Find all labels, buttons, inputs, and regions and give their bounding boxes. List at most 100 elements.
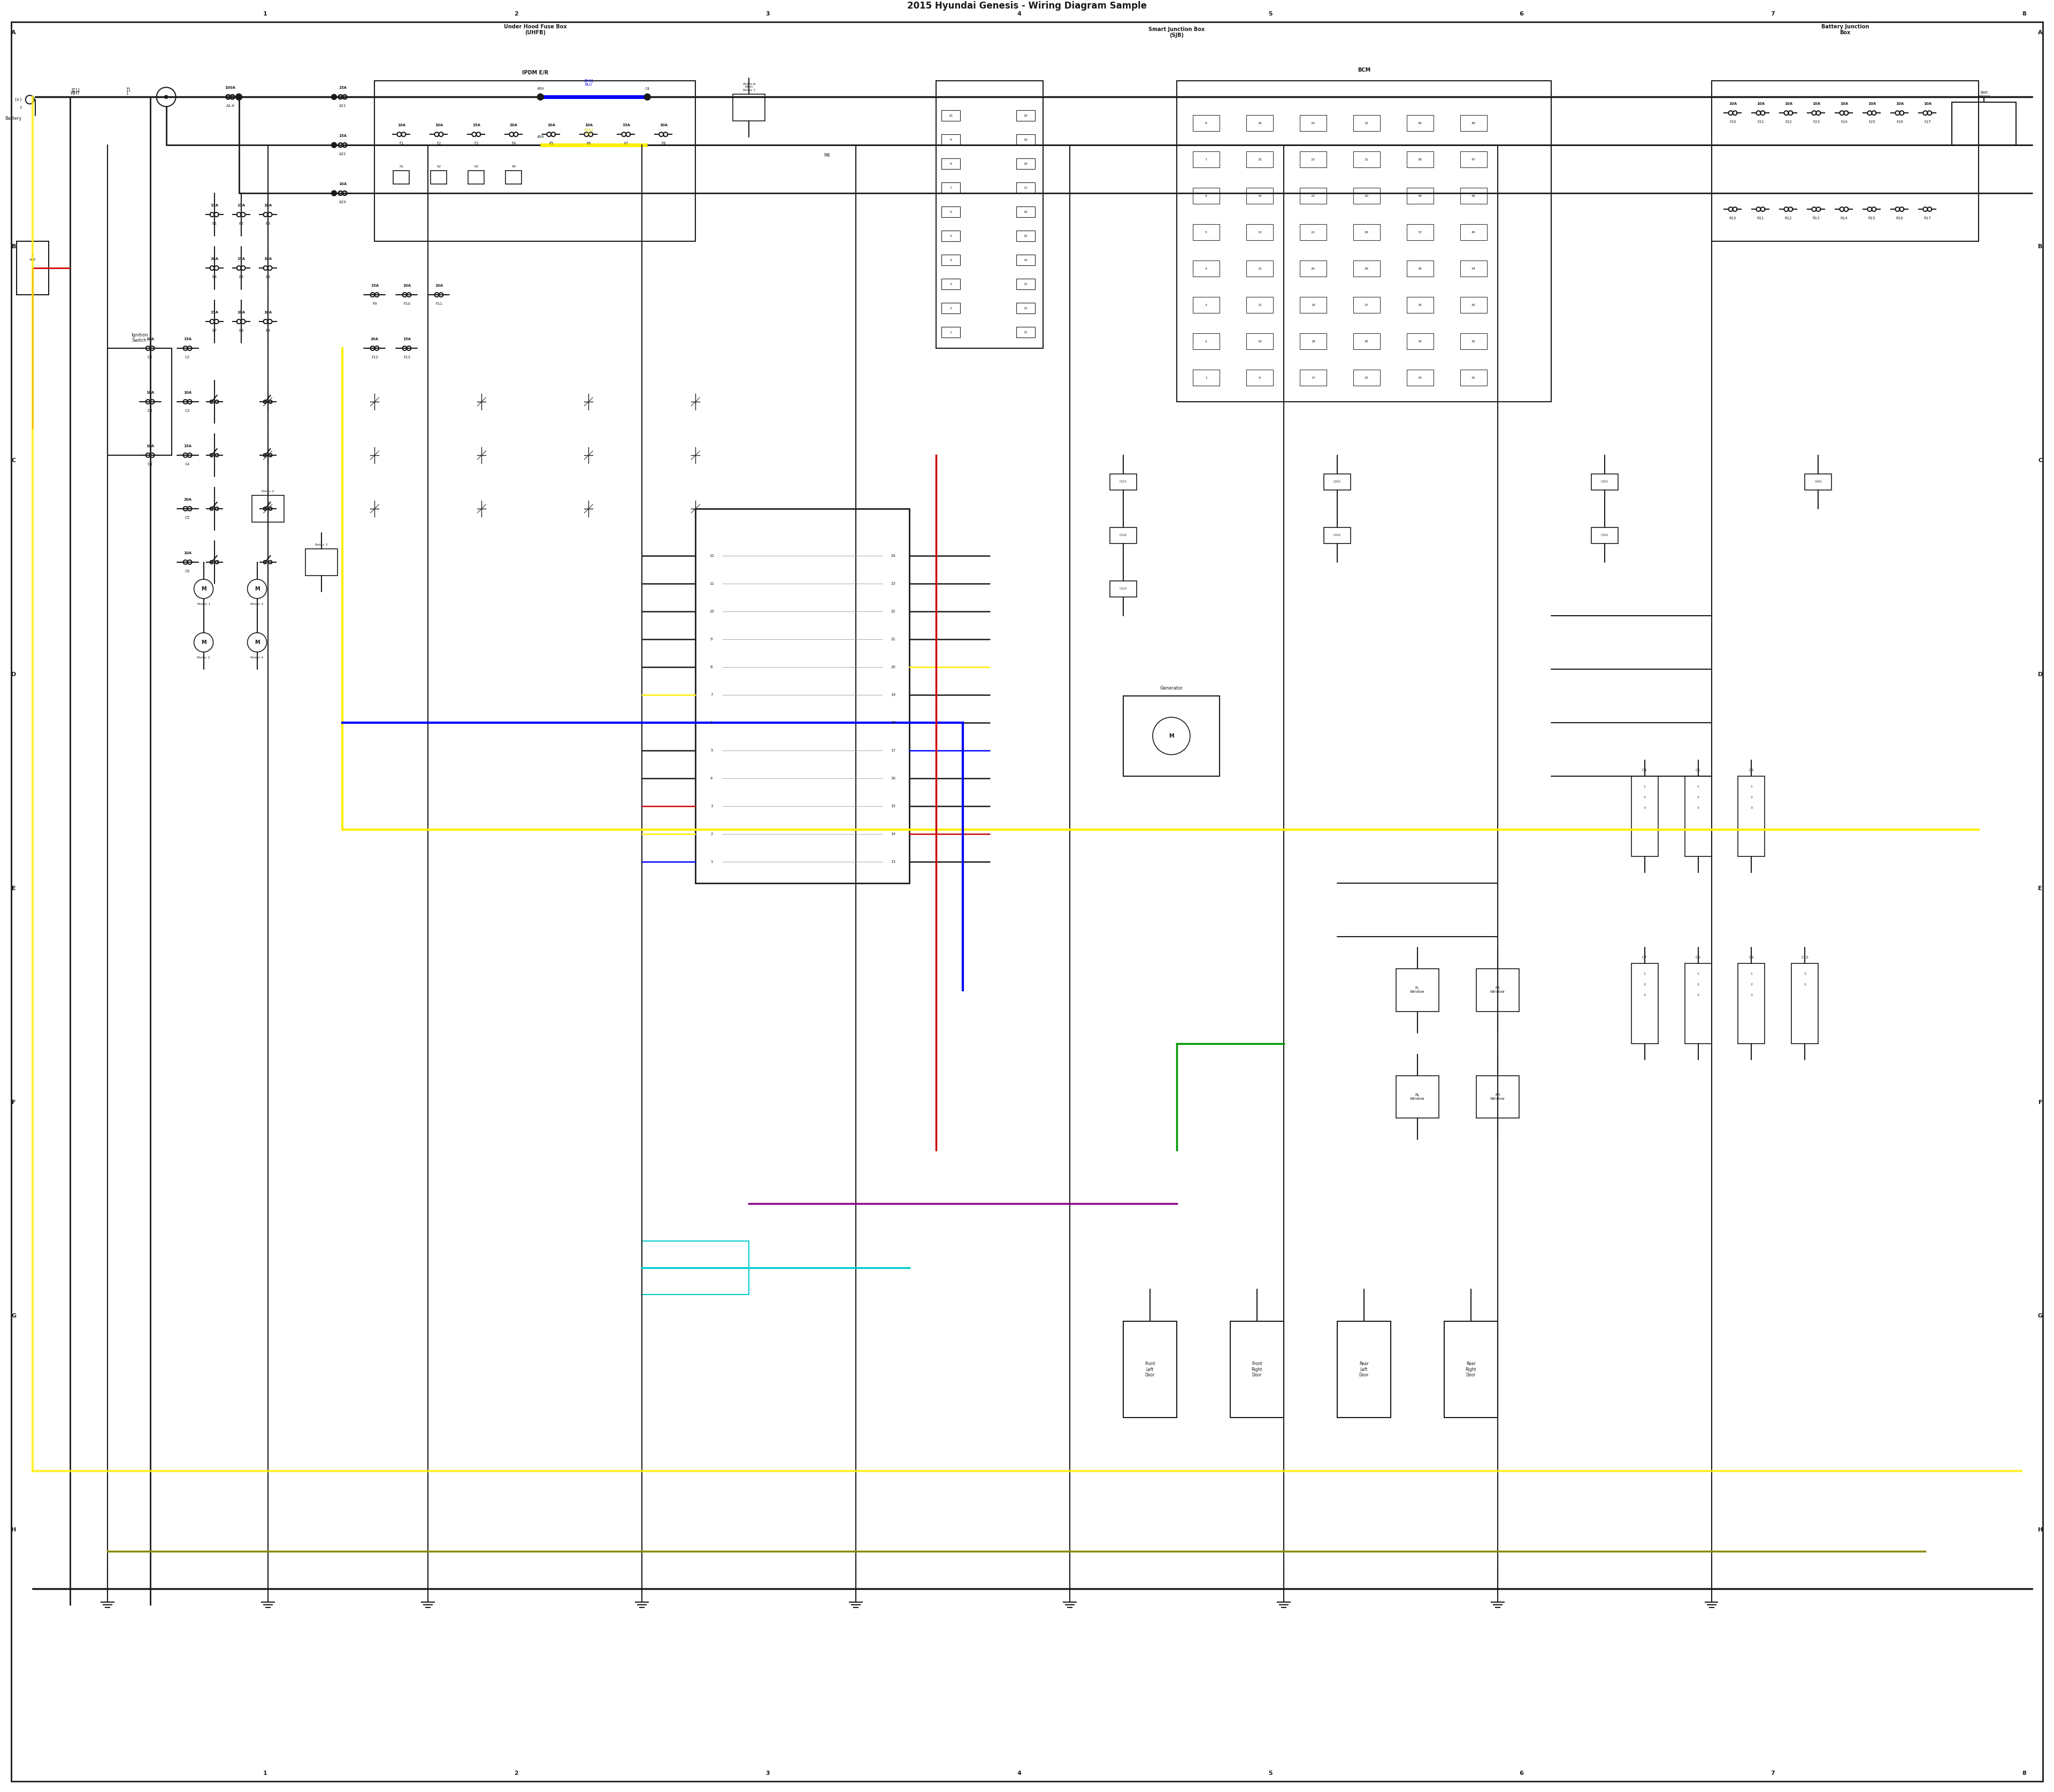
Bar [1631,962,1658,1043]
Text: C5: C5 [1697,769,1701,772]
Text: 1: 1 [18,106,23,109]
Text: 1: 1 [1697,973,1699,975]
Text: M4: M4 [824,152,830,158]
Text: 34: 34 [1417,340,1421,342]
Text: Front
Right
Door: Front Right Door [1251,1362,1263,1378]
Text: 3: 3 [1643,995,1645,996]
Text: R13: R13 [1812,217,1820,220]
Bar [1017,158,1035,168]
Bar [1477,968,1518,1011]
Bar [1407,188,1434,204]
Text: D3: D3 [148,409,152,412]
Text: [B4J]
BLU: [B4J] BLU [583,79,594,86]
Bar [1247,115,1273,131]
Bar [1354,297,1380,314]
Text: C9: C9 [1750,955,1754,959]
Bar [1247,188,1273,204]
Text: F1: F1 [398,142,405,145]
Text: D4: D4 [148,462,152,466]
Circle shape [331,142,337,147]
Text: 40: 40 [1417,122,1421,124]
Text: C: C [12,459,16,462]
Text: T1: T1 [125,88,131,93]
Text: A21: A21 [339,104,347,108]
Text: 499: 499 [536,136,544,138]
Text: C4: C4 [185,462,189,466]
Text: 44: 44 [1471,267,1475,271]
Bar [1300,333,1327,349]
Text: 18: 18 [1023,163,1027,165]
Bar [1407,224,1434,240]
Bar [1460,115,1487,131]
Text: 6: 6 [949,211,951,213]
Bar [1460,369,1487,385]
Text: F8: F8 [661,142,665,145]
Text: Batt
Sensor: Batt Sensor [1978,91,1990,99]
Text: 16: 16 [891,776,896,780]
Text: F7: F7 [624,142,629,145]
Text: 10A: 10A [339,183,347,186]
Bar [1193,333,1220,349]
Text: 3: 3 [1750,995,1752,996]
Text: D: D [10,672,16,677]
Text: F4: F4 [511,142,516,145]
Text: 4: 4 [1017,11,1021,16]
Text: 16: 16 [1257,122,1261,124]
Text: 10A: 10A [1812,102,1820,106]
Bar [306,548,337,575]
Text: M: M [255,640,259,645]
Text: 26: 26 [1364,340,1368,342]
Text: 48: 48 [1471,122,1475,124]
Bar [1323,527,1349,543]
Text: 10A: 10A [396,124,405,127]
Text: 2: 2 [1697,796,1699,799]
Text: 8: 8 [949,163,951,165]
Text: Motor 3: Motor 3 [251,602,263,606]
Text: C5: C5 [185,516,189,520]
Text: 2: 2 [1206,340,1208,342]
Text: WHT: WHT [70,91,80,97]
Bar [1109,527,1136,543]
Text: 1: 1 [125,91,129,97]
Text: 2: 2 [1750,796,1752,799]
Text: 3: 3 [766,11,770,16]
Text: R15: R15 [1869,217,1875,220]
Bar [1684,962,1711,1043]
Text: F3: F3 [474,142,479,145]
Text: M: M [1169,733,1175,738]
Text: 1: 1 [1750,973,1752,975]
Text: F: F [12,1100,16,1106]
Text: 30: 30 [1364,195,1368,197]
Text: 2: 2 [1643,796,1645,799]
Text: 13: 13 [1257,231,1261,233]
Text: Battery Junction
Box: Battery Junction Box [1822,23,1869,36]
Text: 10A: 10A [659,124,668,127]
Bar [1444,1321,1497,1417]
Bar [696,509,910,883]
Text: 10: 10 [709,609,715,613]
Bar [1300,115,1327,131]
Text: Generator: Generator [1161,686,1183,690]
Bar [1397,968,1438,1011]
Text: A: A [2038,30,2042,36]
Text: B3: B3 [265,222,271,226]
Text: 11: 11 [1257,303,1261,306]
Text: F
use: F use [29,254,35,262]
Text: 10A: 10A [183,391,191,394]
Bar [1684,776,1711,857]
Bar [1247,152,1273,167]
Bar [1460,260,1487,276]
Text: 15A: 15A [183,337,191,340]
Bar [1247,260,1273,276]
Text: 29: 29 [1364,231,1368,233]
Text: 22: 22 [1310,195,1315,197]
Text: B: B [12,244,16,249]
Text: Motor 1: Motor 1 [197,602,210,606]
Text: 1: 1 [1643,973,1645,975]
Text: 39: 39 [1417,158,1421,161]
Text: Smart Junction Box
(SJB): Smart Junction Box (SJB) [1148,27,1206,38]
Bar [1017,111,1035,122]
Text: F2: F2 [438,142,442,145]
Text: 2: 2 [1803,984,1805,986]
Text: 10A: 10A [1840,102,1849,106]
